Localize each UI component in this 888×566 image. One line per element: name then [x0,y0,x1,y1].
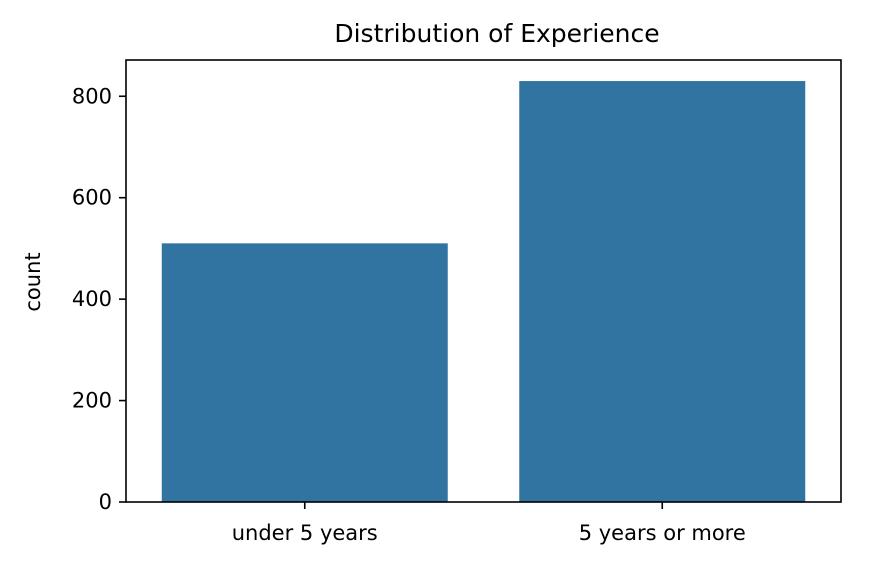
y-axis-title: count [21,252,45,311]
bars-layer [161,81,806,503]
y-tick-label: 200 [72,389,112,413]
bar-under-5-years [161,243,448,502]
y-tick-label: 800 [72,84,112,108]
bar-5-years-or-more [519,81,806,503]
x-tick-label: 5 years or more [579,521,746,545]
x-axis: under 5 years 5 years or more [232,502,746,545]
plot-frame [125,59,842,503]
y-tick-label: 400 [72,287,112,311]
y-axis: 0 200 400 600 800 [72,84,126,514]
x-tick-label: under 5 years [232,521,378,545]
y-tick-label: 600 [72,186,112,210]
chart-title: Distribution of Experience [334,19,659,48]
y-tick-label: 0 [99,490,112,514]
